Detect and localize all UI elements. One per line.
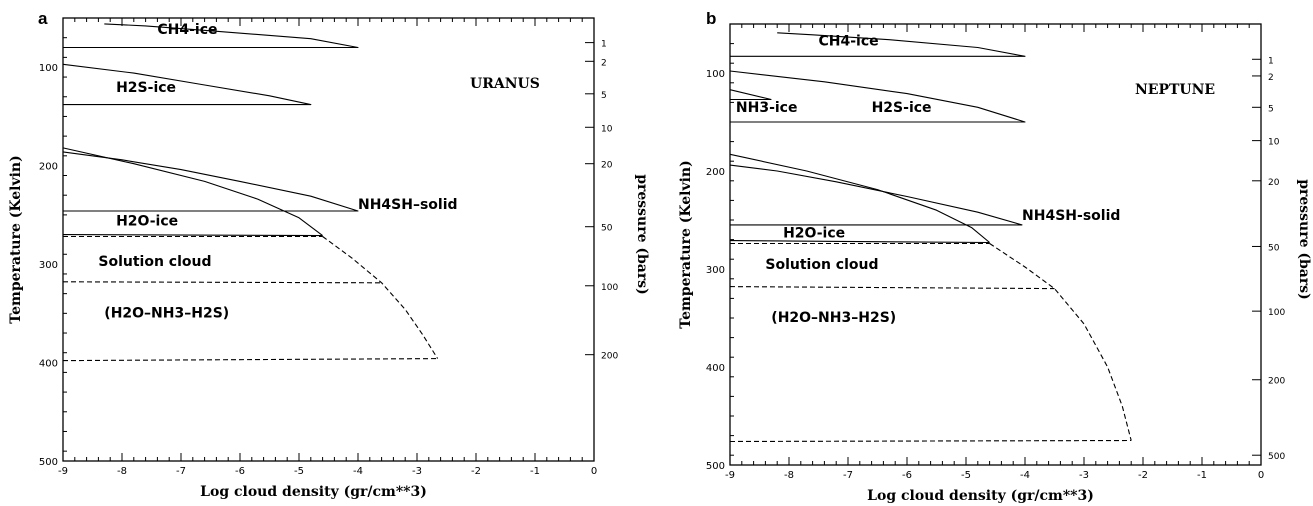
cloud-boundary-curve [63,23,359,49]
panel-letter: a [38,9,48,28]
cloud-boundary-curve [729,89,772,101]
pressure-tick-label: 50 [1268,243,1280,253]
y-tick-label: 100 [706,69,725,80]
cloud-label: Solution cloud [98,254,211,270]
cloud-label: H2S-ice [872,100,932,116]
pressure-tick-label: 20 [601,161,613,171]
y-tick-label: 300 [39,260,58,271]
x-tick-label: -6 [235,466,245,477]
x-tick-label: -8 [784,470,794,481]
y-tick-label: 300 [706,265,725,276]
cloud-boundary-curve [62,63,312,106]
cloud-label: H2O-ice [116,214,178,230]
cloud-label: NH4SH-solid [1022,208,1120,224]
cloud-boundary-curve [62,151,359,212]
cloud-boundary-curve [62,147,323,237]
pressure-tick-label: 200 [1268,377,1285,387]
x-tick-label: -4 [1020,470,1030,481]
plot-frame [62,17,595,462]
x-tick-label: -2 [1138,470,1148,481]
x-tick-label: -6 [902,470,912,481]
y-tick-label: 100 [39,63,58,74]
x-tick-label: -2 [471,466,481,477]
cloud-boundary-curve [729,240,990,244]
x-tick-label: -5 [294,466,304,477]
cloud-boundary-curve [62,234,323,237]
pressure-tick-label: 5 [601,91,607,101]
cloud-boundary-curve [730,32,1026,57]
pressure-tick-label: 2 [601,58,607,68]
pressure-tick-label: 1 [1268,56,1274,66]
plot-frame [729,23,1262,466]
planet-name: NEPTUNE [1135,82,1215,98]
y-tick-label: 500 [706,461,725,472]
dashed-cloud-boundary [729,439,1132,443]
x-tick-label: -7 [176,466,186,477]
cloud-label: H2S-ice [116,80,176,96]
x-tick-label: -1 [1197,470,1207,481]
dashed-cloud-boundary [729,286,1055,290]
x-tick-label: 0 [591,466,597,477]
cloud-boundary-curve [729,164,1023,226]
cloud-label: Solution cloud [765,257,878,273]
pressure-tick-label: 500 [1268,452,1285,462]
dashed-cloud-boundary [989,243,1132,441]
pressure-tick-label: 100 [1268,308,1285,318]
cloud-label: CH4-ice [157,22,217,38]
dashed-cloud-boundary [322,236,439,359]
cloud-label: H2O-ice [783,226,845,242]
pressure-tick-label: 10 [1268,138,1280,148]
panel-letter: b [706,9,716,28]
pressure-tick-label: 20 [1268,178,1280,188]
x-tick-label: -7 [843,470,853,481]
x-tick-label: -3 [1079,470,1089,481]
pressure-tick-label: 50 [601,224,613,234]
y-tick-label: 200 [706,167,725,178]
pressure-tick-label: 100 [601,283,618,293]
y-axis-title: Temperature (Kelvin) [8,155,24,323]
x-tick-label: -5 [961,470,971,481]
planet-name: URANUS [470,76,540,92]
panel-uranus: -9 -8 -7 -6 -5 -4 -3 -2 -1 0 100 200 300 400 500 1 2 5 10 2… [8,9,650,500]
cloud-label: NH4SH–solid [358,197,458,213]
cloud-label: (H2O–NH3–H2S) [771,310,896,326]
cloud-boundary-curve [729,70,1026,123]
dashed-cloud-boundary [62,358,438,362]
x-tick-label: -9 [725,470,735,481]
x-axis-title: Log cloud density (gr/cm**3) [200,484,427,500]
x-axis-title: Log cloud density (gr/cm**3) [867,488,1094,504]
x-tick-label: -8 [117,466,127,477]
cloud-label: (H2O–NH3–H2S) [104,305,229,321]
y-tick-label: 500 [39,457,58,468]
pressure-tick-label: 5 [1268,104,1274,114]
x-tick-label: -3 [412,466,422,477]
y-axis-title: Temperature (Kelvin) [678,160,694,328]
pressure-tick-label: 2 [1268,73,1274,83]
x-tick-label: 0 [1258,470,1264,481]
panel-neptune: -9 -8 -7 -6 -5 -4 -3 -2 -1 0 100 200 300 400 500 1 2 5 10 2… [678,9,1312,504]
pressure-tick-label: 10 [601,124,613,134]
x-tick-label: -9 [58,466,68,477]
cloud-label: NH3-ice [736,100,798,116]
pressure-tick-label: 1 [601,40,607,50]
cloud-boundary-curve [729,153,990,243]
x-tick-label: -1 [530,466,540,477]
pressure-tick-label: 200 [601,352,618,362]
y2-axis-title: pressure (bars) [634,174,650,295]
y2-axis-title: pressure (bars) [1296,179,1312,300]
y-tick-label: 400 [39,359,58,370]
x-tick-label: -4 [353,466,363,477]
y-tick-label: 400 [706,363,725,374]
y-tick-label: 200 [39,162,58,173]
cloud-label: CH4-ice [819,34,879,50]
dashed-cloud-boundary [62,281,382,284]
